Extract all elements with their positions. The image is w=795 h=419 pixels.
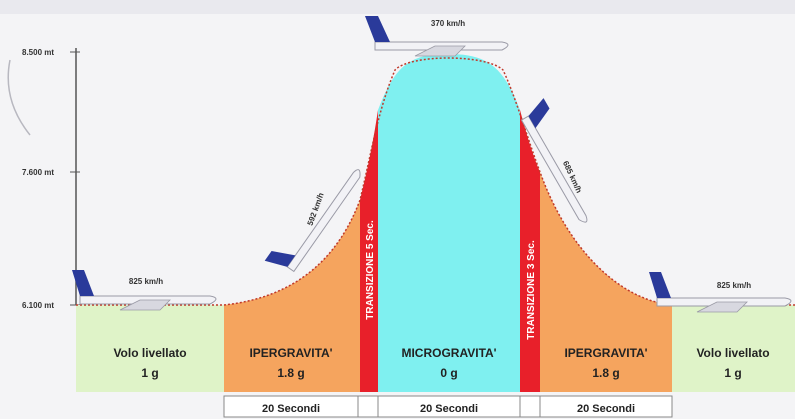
- duration-left: 20 Secondi: [262, 403, 320, 415]
- airplane-right-level-icon: [649, 272, 792, 313]
- right-level-area: [672, 305, 795, 392]
- right-hyper-area: [540, 172, 672, 392]
- microgravity-area: [378, 54, 520, 392]
- left-hyper-value: 1.8 g: [277, 366, 304, 380]
- right-hyper-name: IPERGRAVITA': [564, 346, 647, 360]
- duration-center: 20 Secondi: [420, 403, 478, 415]
- altitude-low-label: 6.100 mt: [22, 301, 54, 310]
- duration-box-right: [539, 395, 673, 418]
- duration-gap-left: [357, 395, 379, 418]
- left-transition-area: [360, 110, 378, 392]
- airplane-descent-icon: [520, 98, 588, 223]
- duration-right: 20 Secondi: [577, 403, 635, 415]
- speed-apex: 370 km/h: [431, 19, 465, 28]
- left-hyper-name: IPERGRAVITA': [249, 346, 332, 360]
- right-level-value: 1 g: [724, 366, 741, 380]
- altitude-top-label: 8.500 mt: [22, 48, 54, 57]
- top-band: [0, 0, 795, 14]
- decorative-arc: [7, 59, 31, 136]
- left-level-area: [76, 305, 224, 392]
- airplane-apex-icon: [365, 16, 509, 57]
- altitude-mid-label: 7.600 mt: [22, 168, 54, 177]
- right-level-name: Volo livellato: [696, 346, 769, 360]
- right-transition-label: TRANSIZIONE 3 Sec.: [526, 240, 537, 340]
- duration-gap-right: [519, 395, 541, 418]
- airplane-left-level-icon: [72, 270, 217, 311]
- flight-trajectory: [76, 57, 795, 306]
- left-level-name: Volo livellato: [113, 346, 186, 360]
- micro-name: MICROGRAVITA': [401, 346, 496, 360]
- right-transition-area: [520, 110, 540, 392]
- left-hyper-area: [224, 200, 360, 392]
- left-transition-label: TRANSIZIONE 5 Sec.: [365, 220, 376, 320]
- left-level-value: 1 g: [141, 366, 158, 380]
- right-hyper-value: 1.8 g: [592, 366, 619, 380]
- speed-right-level: 825 km/h: [717, 281, 751, 290]
- micro-value: 0 g: [440, 366, 457, 380]
- speed-left-level: 825 km/h: [129, 277, 163, 286]
- airplane-climb-icon: [264, 169, 361, 273]
